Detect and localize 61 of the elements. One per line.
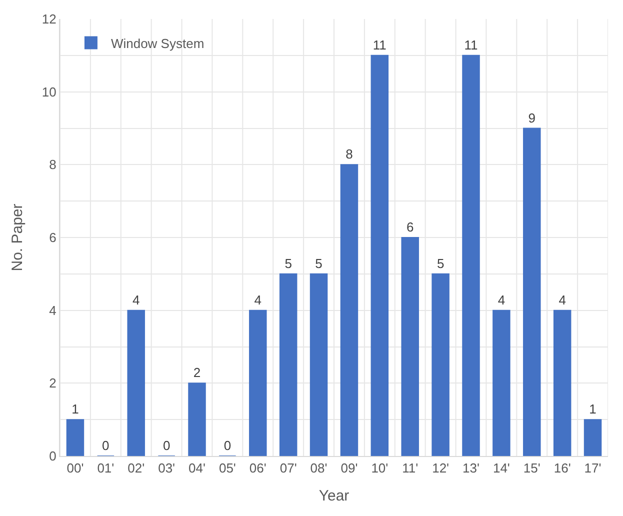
x-tick-label: 16': [554, 460, 571, 476]
bar: [127, 310, 145, 456]
bar: [249, 310, 267, 456]
bar: [432, 273, 450, 456]
data-label: 4: [132, 292, 140, 308]
x-tick-label: 10': [371, 460, 388, 476]
x-tick-label: 09': [340, 460, 358, 476]
y-tick-label: 12: [42, 12, 56, 27]
y-tick-label: 2: [49, 376, 56, 391]
x-tick-label: 13': [462, 460, 480, 476]
y-axis-title: No. Paper: [9, 204, 26, 272]
bar: [584, 419, 602, 456]
data-label: 2: [193, 365, 201, 380]
y-tick-label: 8: [49, 157, 56, 172]
data-label: 1: [589, 402, 596, 417]
data-label: 8: [346, 146, 353, 162]
data-label: 0: [102, 438, 110, 453]
bar: [279, 273, 298, 456]
data-label: 5: [436, 256, 444, 271]
y-tick-label: 4: [49, 302, 56, 318]
x-tick-label: 03': [158, 460, 176, 476]
y-tick-label: 10: [42, 84, 56, 100]
data-label: 1: [72, 402, 79, 417]
x-tick-label: 08': [310, 460, 328, 476]
data-label: 4: [558, 292, 566, 308]
x-tick-label: 06': [249, 460, 266, 476]
x-tick-label: 14': [492, 460, 510, 476]
x-tick-label: 17': [584, 460, 602, 476]
y-tick-label: 0: [49, 448, 56, 464]
data-label: 6: [406, 220, 414, 234]
x-tick-label: 04': [188, 460, 206, 476]
x-tick-label: 12': [432, 460, 450, 476]
bar: [188, 382, 206, 456]
data-label: 0: [224, 438, 232, 453]
x-tick-label: 02': [128, 460, 145, 476]
x-tick-label: 07': [280, 460, 297, 476]
bar: [370, 54, 389, 456]
x-tick-label: 01': [97, 460, 114, 476]
data-label: 5: [315, 256, 322, 271]
bar: [462, 54, 480, 456]
x-tick-label: 11': [402, 460, 418, 476]
bar: [523, 128, 541, 456]
bar: [340, 164, 358, 456]
data-label: 4: [498, 292, 506, 308]
x-tick-label: 15': [523, 460, 540, 476]
bar: [553, 310, 572, 456]
bar: [492, 310, 510, 456]
data-label: 11: [372, 37, 386, 52]
data-label: 4: [254, 292, 262, 308]
y-tick-label: 6: [49, 230, 56, 246]
bar: [401, 237, 419, 456]
legend-label: Window System: [110, 36, 204, 51]
data-label: 9: [528, 110, 536, 126]
data-label: 0: [162, 438, 170, 453]
bar: [310, 273, 328, 456]
x-tick-label: 05': [218, 460, 236, 476]
bar: [66, 419, 84, 456]
data-label: 5: [284, 256, 292, 271]
x-axis-title: Year: [318, 488, 350, 505]
x-tick-label: 00': [66, 460, 84, 476]
data-label: 11: [464, 37, 478, 52]
